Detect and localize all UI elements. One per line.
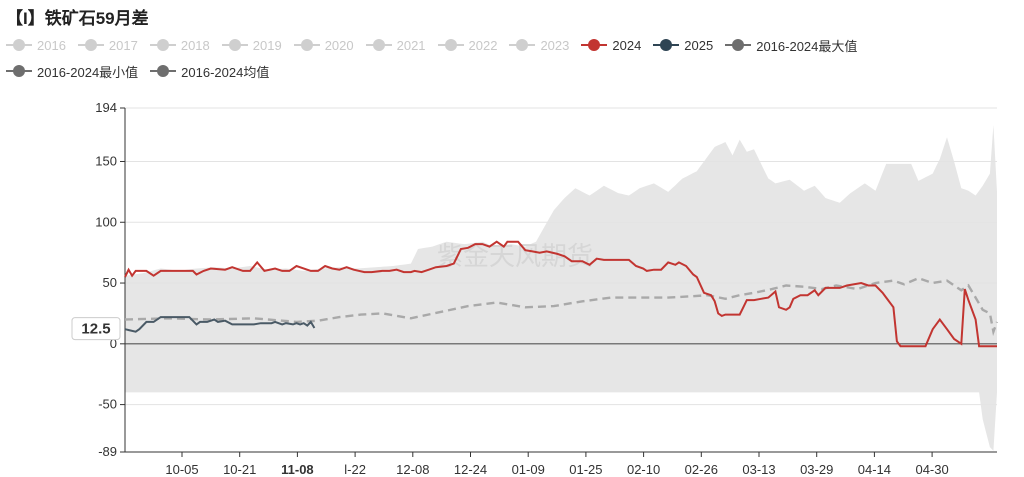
legend-label: 2016 <box>37 37 66 53</box>
legend-item-2016[interactable]: 2016 <box>6 38 66 53</box>
legend-item-2021[interactable]: 2021 <box>365 37 426 53</box>
x-tick-label: 01-09 <box>512 462 545 477</box>
chart-title: 【I】铁矿石59月差 <box>6 9 149 28</box>
x-tick-label: 02-26 <box>685 462 718 477</box>
series-mean-line <box>124 276 999 337</box>
legend-marker-icon <box>509 39 536 51</box>
legend-label: 2016-2024最小值 <box>37 64 139 80</box>
legend-label: 2022 <box>468 37 498 53</box>
x-tick-label: l-22 <box>344 462 366 477</box>
legend-item-2020[interactable]: 2020 <box>293 37 354 53</box>
series-2024-line <box>124 240 997 348</box>
y-pointer-label: 12.5 <box>81 321 110 338</box>
watermark: 紫金天风期货 <box>437 241 593 271</box>
legend-marker-icon <box>293 39 320 51</box>
legend-item-2023[interactable]: 2023 <box>509 38 569 53</box>
legend-marker-icon <box>150 65 177 77</box>
legend-marker-icon <box>437 39 464 51</box>
legend-marker-icon <box>365 39 392 51</box>
x-tick-label: 04-30 <box>915 462 948 477</box>
legend-item-2016-2024最小值[interactable]: 2016-2024最小值 <box>6 62 138 81</box>
legend-marker-icon <box>221 39 248 51</box>
legend-label: 2019 <box>252 37 282 53</box>
x-tick-label: 10-05 <box>165 462 198 477</box>
y-tick-label: -89 <box>98 444 117 459</box>
x-tick-label: 01-25 <box>569 462 602 477</box>
legend-label: 2025 <box>684 37 714 53</box>
x-tick-label: 10-21 <box>223 462 256 477</box>
legend-label: 2017 <box>108 37 138 53</box>
legend-marker-icon <box>6 39 32 51</box>
legend-marker-icon <box>149 39 176 51</box>
x-tick-label: 12-08 <box>396 462 429 477</box>
legend-item-2022[interactable]: 2022 <box>437 37 498 53</box>
x-tick-label: 04-14 <box>858 462 891 477</box>
x-tick-label: 03-29 <box>800 462 833 477</box>
x-tick-label: 11-08 <box>281 462 314 477</box>
legend-item-2024[interactable]: 2024 <box>581 38 641 53</box>
y-tick-label: 194 <box>95 100 117 115</box>
legend-marker-icon <box>725 39 752 51</box>
legend-label: 2024 <box>612 37 642 53</box>
legend-item-2016-2024均值[interactable]: 2016-2024均值 <box>150 62 269 81</box>
legend-label: 2023 <box>540 37 570 53</box>
y-tick-label: -50 <box>98 397 117 412</box>
min-max-band-area <box>125 125 997 451</box>
y-tick-label: 100 <box>95 214 117 229</box>
legend-label: 2018 <box>180 37 210 53</box>
legend-marker-icon <box>6 65 32 77</box>
legend-label: 2020 <box>324 37 354 53</box>
y-pointer-label-box <box>71 317 121 341</box>
legend-item-2017[interactable]: 2017 <box>77 37 138 53</box>
legend-row-1: 2016 2017 2018 2019 2020 2021 2022 2023 2024 2025… <box>2 34 865 56</box>
legend-item-2018[interactable]: 2018 <box>149 37 210 53</box>
legend-item-2025[interactable]: 2025 <box>653 38 713 53</box>
x-tick-label: 12-24 <box>454 462 487 477</box>
legend-item-2016-2024最大值[interactable]: 2016-2024最大值 <box>725 36 857 55</box>
legend-label: 2016-2024最大值 <box>756 38 858 54</box>
legend-label: 2021 <box>396 37 426 53</box>
x-tick-label: 02-10 <box>627 462 660 477</box>
x-tick-label: 03-13 <box>742 462 775 477</box>
legend-row-2: 2016-2024最小值 2016-2024均值 <box>2 60 277 82</box>
series-2025-line <box>124 316 316 333</box>
y-tick-label: 0 <box>110 336 117 351</box>
legend-item-2019[interactable]: 2019 <box>221 37 282 53</box>
legend-marker-icon <box>581 39 608 51</box>
legend-marker-icon <box>653 39 680 51</box>
y-tick-label: 50 <box>103 275 117 290</box>
legend-label: 2016-2024均值 <box>181 64 270 80</box>
legend-marker-icon <box>77 39 104 51</box>
y-tick-label: 150 <box>95 153 117 168</box>
